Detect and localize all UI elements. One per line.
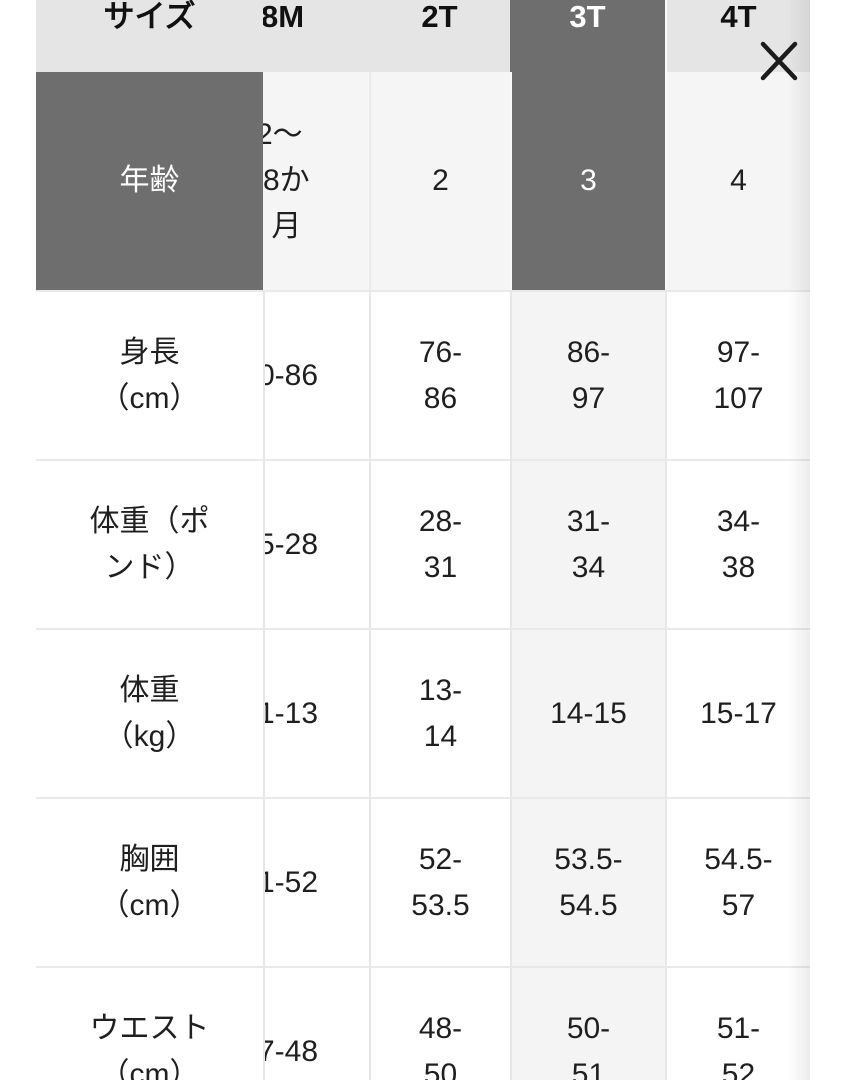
cell-r5-c1: 7-48 <box>263 966 369 1080</box>
cell-r2-c1: 5-28 <box>263 459 369 628</box>
cell-r2-c4: 34- 38 <box>665 459 810 628</box>
cell-r4-c4: 54.5- 57 <box>665 797 810 966</box>
col-header-8m: 8M <box>263 0 369 72</box>
cell-r3-c1: 1-13 <box>263 628 369 797</box>
row-label-1: 身長 （cm） <box>36 290 263 459</box>
row-label-0: 年齢 <box>36 72 263 290</box>
row-label-2: 体重（ポ ンド） <box>36 459 263 628</box>
col-header-size: サイズ <box>36 0 263 72</box>
cell-r1-c3: 86- 97 <box>510 290 665 459</box>
row-label-3: 体重 （kg） <box>36 628 263 797</box>
cell-r5-c2: 48- 50 <box>369 966 510 1080</box>
cell-r1-c2: 76- 86 <box>369 290 510 459</box>
row-label-5: ウエスト （cm） <box>36 966 263 1080</box>
close-button[interactable] <box>750 32 808 90</box>
cell-r1-c1: 0-86 <box>263 290 369 459</box>
col-header-3t: 3T <box>510 0 665 72</box>
cell-r3-c4: 15-17 <box>665 628 810 797</box>
cell-r4-c2: 52- 53.5 <box>369 797 510 966</box>
col-header-4t: 4T <box>665 0 810 72</box>
cell-r3-c3: 14-15 <box>510 628 665 797</box>
cell-r2-c2: 28- 31 <box>369 459 510 628</box>
cell-r5-c3: 50- 51 <box>510 966 665 1080</box>
cell-r2-c3: 31- 34 <box>510 459 665 628</box>
cell-r0-c3: 3 <box>510 72 665 290</box>
cell-r0-c4: 4 <box>665 72 810 290</box>
size-table[interactable]: サイズ 8M 2T 3T 4T 年齢 2〜 8か 月 2 3 4 身長 （cm） 0-86 76- 86… <box>36 0 810 1080</box>
cell-r4-c1: 1-52 <box>263 797 369 966</box>
cell-r1-c4: 97- 107 <box>665 290 810 459</box>
cell-r5-c4: 51- 52 <box>665 966 810 1080</box>
col-header-2t: 2T <box>369 0 510 72</box>
x-icon <box>760 41 798 81</box>
cell-r0-c1: 2〜 8か 月 <box>263 72 369 290</box>
cell-r3-c2: 13- 14 <box>369 628 510 797</box>
row-label-4: 胸囲 （cm） <box>36 797 263 966</box>
cell-r4-c3: 53.5- 54.5 <box>510 797 665 966</box>
cell-r0-c2: 2 <box>369 72 510 290</box>
